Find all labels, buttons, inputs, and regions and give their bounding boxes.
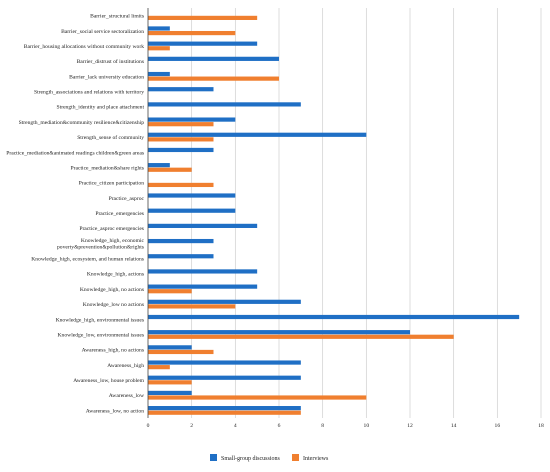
category-label: Awareness_low, no action [86,408,145,414]
legend-label-interviews[interactable]: Interviews [303,456,329,462]
x-tick-label: 18 [538,423,544,429]
category-label: Strength_sense of community [77,134,144,141]
bar-small-group-discussions [148,254,214,259]
x-tick-label: 0 [147,423,150,429]
x-tick-label: 2 [190,423,193,429]
bar-small-group-discussions [148,56,279,61]
bar-interviews [148,289,192,294]
category-label: Barrier_distrust of institutions [77,58,144,65]
category-label: Strength_mediation&community resilience&… [19,120,145,126]
category-label: Knowledge_high, economic poverty&preventi… [57,238,145,250]
category-label: Practice_asproc emergencies [79,226,144,232]
bar-small-group-discussions [148,314,520,320]
category-label: Knowledge_low no actions [83,302,144,308]
bar-small-group-discussions [148,208,236,213]
bar-interviews [148,304,236,309]
bar-small-group-discussions [148,193,236,198]
gridlines [191,8,542,418]
x-tick-label: 6 [278,423,281,429]
bar-interviews [148,30,236,36]
x-tick-label: 4 [234,423,237,429]
bar-small-group-discussions [148,163,170,168]
bar-small-group-discussions [148,269,258,274]
bar-interviews [148,410,301,415]
category-label: Awareness_high, no actions [82,348,144,354]
bar-small-group-discussions [148,223,258,228]
bar-small-group-discussions [148,41,258,46]
bar-small-group-discussions [148,375,301,380]
bar-interviews [148,349,214,355]
bar-small-group-discussions [148,117,236,122]
x-tick-label: 16 [495,423,501,429]
bar-small-group-discussions [148,390,192,396]
bar-small-group-discussions [148,102,301,107]
legend[interactable]: Small-group discussions Interviews [210,454,329,462]
bar-interviews [148,334,454,339]
bar-small-group-discussions [148,147,214,153]
x-tick-label: 12 [407,423,413,429]
bar-interviews [148,122,214,127]
category-label: Practice_asproc [109,196,145,202]
bar-interviews [148,167,192,172]
category-label: Knowledge_high, no actions [80,287,144,293]
x-tick-label: 14 [451,423,457,429]
bar-interviews [148,380,192,385]
category-labels: Barrier_structural limits Barrier_social … [6,14,145,415]
x-tick-labels: 0 2 4 6 8 10 12 14 16 18 [147,423,544,429]
bar-small-group-discussions [148,330,410,335]
bar-small-group-discussions [148,132,367,137]
bar-interviews [148,15,258,20]
bar-interviews [148,365,170,370]
legend-swatch-small-group-discussions [210,454,217,461]
bar-interviews [148,182,214,188]
bar-small-group-discussions [148,26,170,31]
bar-small-group-discussions [148,406,301,411]
x-tick-label: 10 [364,423,370,429]
bar-small-group-discussions [148,360,301,365]
category-label: Practice_mediation&animated readings chi… [6,150,144,156]
category-label: Practice_mediation&share rights [71,165,144,171]
bar-interviews [148,137,214,142]
bar-small-group-discussions [148,238,214,244]
category-label: Barrier_social service sectoralization [61,29,144,35]
category-label: Awareness_high [107,363,144,369]
bar-small-group-discussions [148,299,301,304]
category-label: Knowledge_high, environmental issues [56,317,144,323]
bar-interviews [148,46,170,51]
category-label: Practice_citizen participation [79,181,145,187]
bar-small-group-discussions [148,345,192,350]
legend-swatch-interviews [292,454,299,461]
category-label: Knowledge_high, actions [87,272,144,278]
bars [148,15,520,415]
category-label: Knowledge_low, environmental issues [58,332,144,338]
category-label: Barrier_lack university education [69,74,144,80]
bar-interviews [148,395,367,400]
category-label: Practice_emergencies [95,211,144,217]
category-label: Strength_identity and place attachment [57,105,145,111]
category-label: Strength_associations and relations with… [34,90,144,96]
bar-small-group-discussions [148,284,258,289]
category-label: Barrier_structural limits [90,14,144,20]
x-tick-label: 8 [321,423,324,429]
bar-small-group-discussions [148,87,214,92]
category-label: Awareness_low, house problem [73,378,144,384]
bar-interviews [148,76,279,81]
category-label: Knowledge_high, ecosystem, and human rel… [31,257,144,263]
legend-label-small-group-discussions[interactable]: Small-group discussions [221,456,280,462]
category-label: Awareness_low [109,393,145,399]
bar-small-group-discussions [148,71,170,77]
category-label: Barrier_housing allocations without comm… [24,44,144,50]
